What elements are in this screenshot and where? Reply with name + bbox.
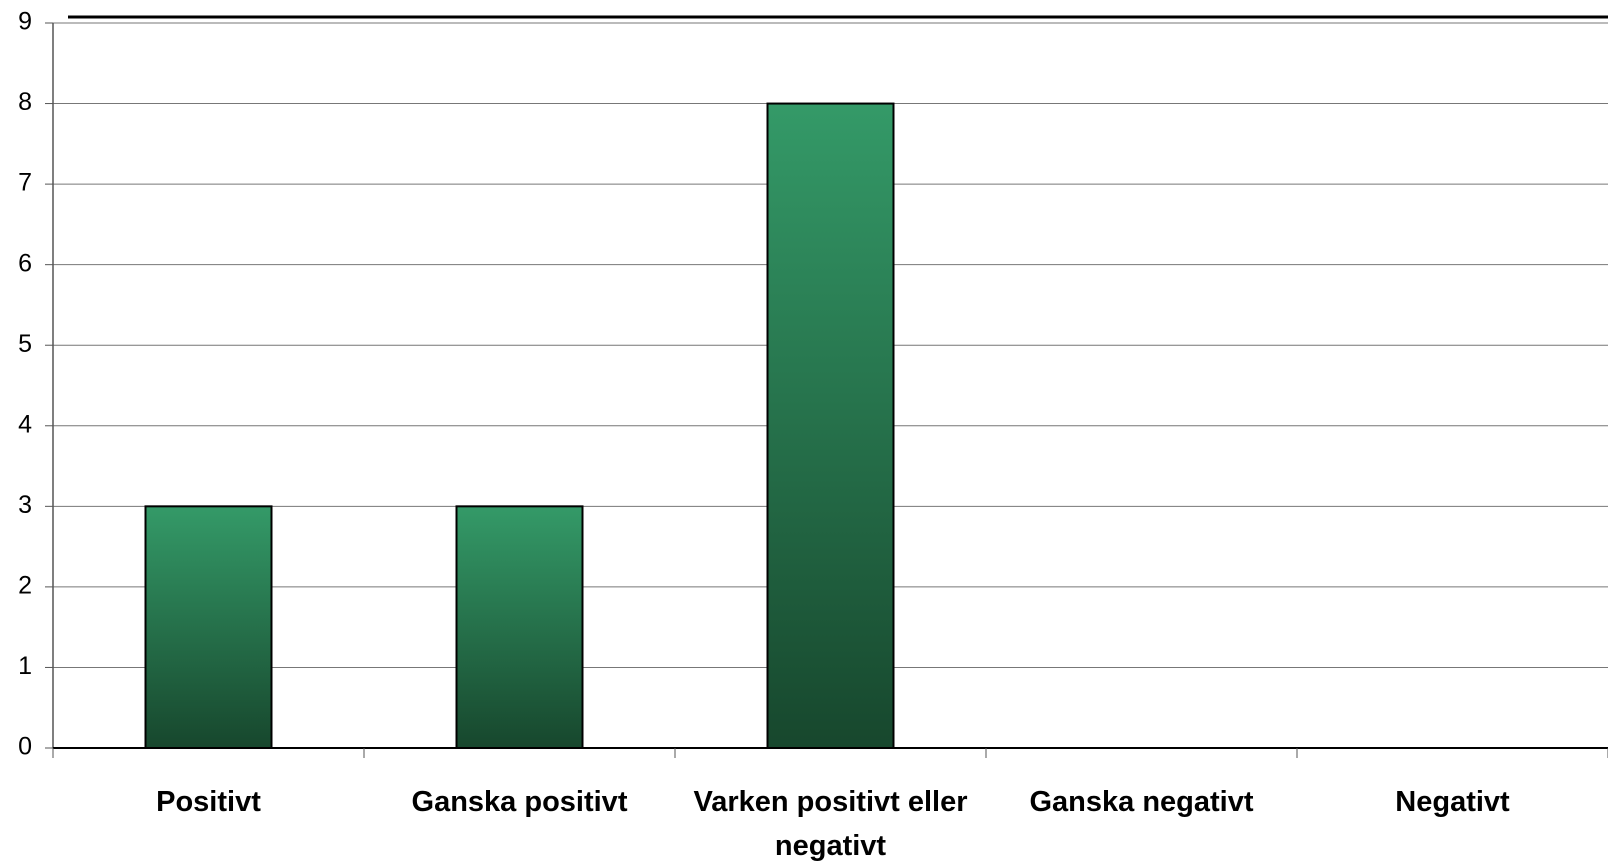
x-tick-label: Negativt [1395,786,1510,818]
bar [144,505,273,750]
y-tick-label: 6 [18,249,32,277]
y-tick-label: 2 [18,571,32,599]
x-tick-label: Varken positivt eller negativt [693,786,968,862]
y-tick-label: 8 [18,88,32,116]
x-tick-label: Positivt [156,786,261,818]
x-tick-label: Ganska negativt [1029,786,1254,818]
x-tick-label: Ganska positivt [411,786,628,818]
y-tick-label: 0 [18,733,32,761]
y-tick-label: 5 [18,330,32,358]
y-tick-label: 9 [18,8,32,36]
y-tick-label: 1 [18,652,32,680]
bar [455,505,584,750]
bar [766,102,895,750]
y-tick-label: 4 [18,410,32,438]
y-tick-label: 3 [18,491,32,519]
y-tick-label: 7 [18,169,32,197]
